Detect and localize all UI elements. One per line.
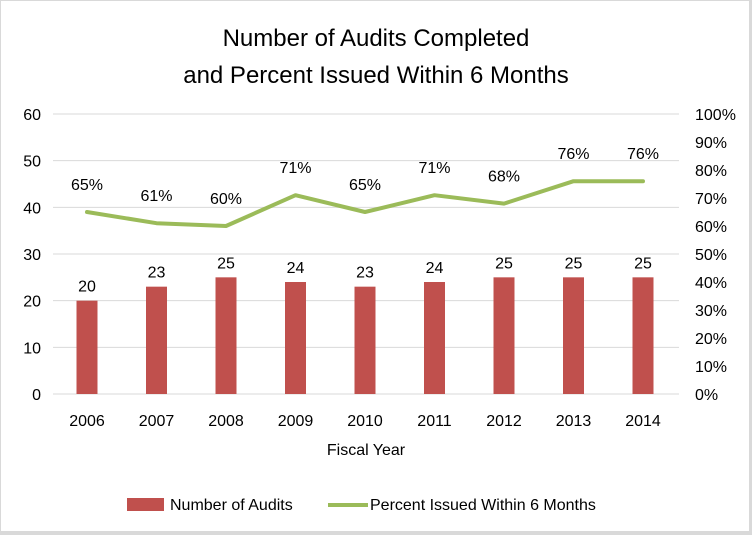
left-axis-tick-label: 0 — [32, 387, 41, 404]
chart-title-line-1: Number of Audits Completed — [223, 25, 530, 52]
bar-data-label: 24 — [426, 260, 444, 277]
left-axis-tick-label: 60 — [23, 107, 41, 124]
legend: Number of Audits Percent Issued Within 6… — [127, 497, 596, 514]
bar-data-label: 25 — [565, 255, 583, 272]
line-data-labels: 65% 61% 60% 71% 65% 71% 68% 76% 76% — [71, 146, 659, 208]
line-data-label: 76% — [627, 146, 659, 163]
right-axis-tick-label: 100% — [695, 107, 736, 124]
line-data-label: 60% — [210, 191, 242, 208]
right-axis-tick-label: 70% — [695, 191, 727, 208]
line-data-label: 76% — [557, 146, 589, 163]
chart-title-line-2: and Percent Issued Within 6 Months — [183, 62, 569, 89]
left-axis-tick-label: 30 — [23, 247, 41, 264]
left-axis-tick-label: 50 — [23, 154, 41, 171]
x-axis-title: Fiscal Year — [327, 442, 406, 459]
right-axis-tick-label: 60% — [695, 219, 727, 236]
bar — [563, 277, 584, 394]
line-data-label: 68% — [488, 169, 520, 186]
bar-data-label: 25 — [634, 255, 652, 272]
bar-data-label: 20 — [78, 279, 96, 296]
right-axis-tick-label: 90% — [695, 135, 727, 152]
bar — [632, 277, 654, 394]
x-axis-tick-label: 2006 — [69, 413, 105, 430]
bar — [493, 277, 515, 394]
x-axis-tick-label: 2014 — [625, 413, 661, 430]
x-axis-tick-label: 2013 — [556, 413, 592, 430]
bar-data-label: 23 — [148, 265, 166, 282]
bar-data-label: 25 — [495, 255, 513, 272]
right-axis-tick-label: 10% — [695, 359, 727, 376]
line-data-label: 71% — [418, 160, 450, 177]
left-axis-tick-label: 10 — [23, 340, 41, 357]
bar-data-label: 23 — [356, 265, 374, 282]
bar-series — [76, 277, 654, 394]
line-series — [85, 179, 645, 228]
left-axis-ticks: 0 10 20 30 40 50 60 — [23, 107, 41, 404]
x-axis-tick-label: 2010 — [347, 413, 383, 430]
bar — [424, 282, 445, 394]
chart-title: Number of Audits Completed and Percent I… — [183, 25, 569, 89]
bar-data-labels: 20 23 25 24 23 24 25 25 25 — [78, 255, 652, 295]
bar — [76, 300, 98, 394]
bar-data-label: 25 — [217, 255, 235, 272]
legend-line-label: Percent Issued Within 6 Months — [370, 497, 596, 514]
right-axis-tick-label: 50% — [695, 247, 727, 264]
legend-item-bars: Number of Audits — [127, 497, 293, 514]
bar — [215, 277, 237, 394]
right-axis-tick-label: 20% — [695, 331, 727, 348]
bar — [354, 286, 376, 394]
line-data-label: 65% — [71, 177, 103, 194]
right-axis-tick-label: 0% — [695, 387, 718, 404]
bar — [146, 286, 167, 394]
bar-data-label: 24 — [287, 260, 305, 277]
line-data-label: 71% — [279, 160, 311, 177]
x-axis-tick-label: 2011 — [417, 413, 452, 430]
legend-item-line: Percent Issued Within 6 Months — [328, 497, 596, 514]
x-axis-tick-label: 2012 — [486, 413, 522, 430]
x-axis-tick-label: 2009 — [278, 413, 314, 430]
x-axis-tick-label: 2007 — [139, 413, 175, 430]
x-axis-ticks: 2006 2007 2008 2009 2010 2011 2012 2013 2014 — [69, 413, 661, 430]
legend-bar-swatch — [127, 498, 164, 511]
left-axis-tick-label: 40 — [23, 200, 41, 217]
x-axis-tick-label: 2008 — [208, 413, 244, 430]
line-data-label: 61% — [140, 188, 172, 205]
right-axis-tick-label: 40% — [695, 275, 727, 292]
left-axis-tick-label: 20 — [23, 294, 41, 311]
right-axis-ticks: 0% 10% 20% 30% 40% 50% 60% 70% 80% 90% 100% — [695, 107, 736, 404]
legend-bar-label: Number of Audits — [170, 497, 293, 514]
right-axis-tick-label: 80% — [695, 163, 727, 180]
right-axis-tick-label: 30% — [695, 303, 727, 320]
line-data-label: 65% — [349, 177, 381, 194]
bar — [285, 282, 306, 394]
